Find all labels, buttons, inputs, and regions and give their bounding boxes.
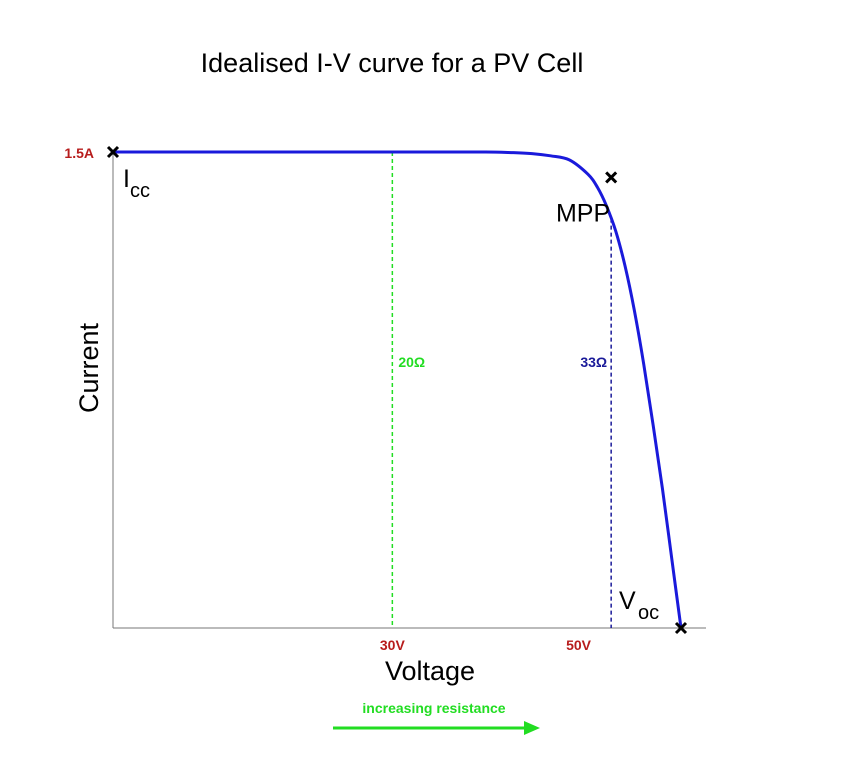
chart-title: Idealised I-V curve for a PV Cell [201, 48, 584, 78]
voc-marker [674, 621, 688, 635]
x-axis-label: Voltage [385, 656, 475, 686]
voc-label-subscript: oc [638, 602, 659, 624]
mpp-marker [605, 171, 618, 184]
load-line-label-0: 20Ω [398, 354, 425, 370]
iv-curve-line [112, 150, 683, 629]
icc-marker [106, 145, 120, 159]
mpp-label: MPP [556, 199, 610, 227]
tick-labels: 30V 50V 1.5A [64, 145, 591, 653]
y-tick-label-0: 1.5A [64, 145, 94, 161]
load-lines: 20Ω 33Ω [391, 152, 612, 628]
icc-label-subscript: cc [130, 180, 150, 202]
increasing-resistance-label: increasing resistance [362, 700, 505, 716]
x-tick-label-0: 30V [380, 637, 406, 653]
load-line-label-1: 33Ω [580, 354, 607, 370]
x-tick-label-1: 50V [566, 637, 592, 653]
curve-group [112, 150, 683, 629]
icc-label: I [123, 165, 130, 193]
arrow-head [524, 721, 540, 735]
voc-label: V [619, 587, 636, 615]
y-axis-label: Current [74, 322, 104, 413]
